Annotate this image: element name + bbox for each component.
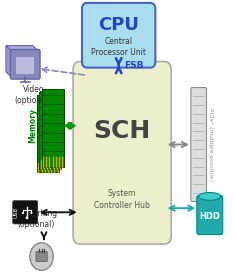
- Circle shape: [30, 243, 53, 270]
- FancyBboxPatch shape: [10, 49, 40, 79]
- Text: HDD: HDD: [199, 212, 220, 221]
- FancyBboxPatch shape: [191, 88, 207, 202]
- FancyBboxPatch shape: [15, 56, 35, 74]
- Bar: [22, 212, 24, 214]
- FancyBboxPatch shape: [197, 195, 223, 235]
- FancyBboxPatch shape: [36, 252, 47, 262]
- Circle shape: [26, 217, 28, 219]
- Text: SCH: SCH: [94, 119, 151, 143]
- Text: Video
(optional): Video (optional): [15, 85, 52, 105]
- Ellipse shape: [199, 193, 221, 200]
- Text: USB: USB: [13, 207, 19, 218]
- Polygon shape: [6, 46, 12, 78]
- Circle shape: [30, 212, 32, 214]
- Text: PCIe* (multiple possible): PCIe* (multiple possible): [208, 108, 213, 181]
- FancyBboxPatch shape: [82, 3, 155, 68]
- Text: Central
Processor Unit: Central Processor Unit: [91, 37, 146, 57]
- Bar: [39, 92, 61, 169]
- Bar: [42, 89, 64, 167]
- FancyBboxPatch shape: [13, 201, 38, 224]
- Text: Networking
(optional): Networking (optional): [14, 209, 58, 229]
- Text: FSB: FSB: [125, 61, 144, 70]
- FancyBboxPatch shape: [73, 61, 171, 244]
- Text: Memory: Memory: [28, 108, 37, 143]
- Polygon shape: [6, 46, 39, 51]
- Text: CPU: CPU: [98, 16, 139, 34]
- Text: System
Controller Hub: System Controller Hub: [94, 189, 150, 210]
- Bar: [37, 95, 59, 172]
